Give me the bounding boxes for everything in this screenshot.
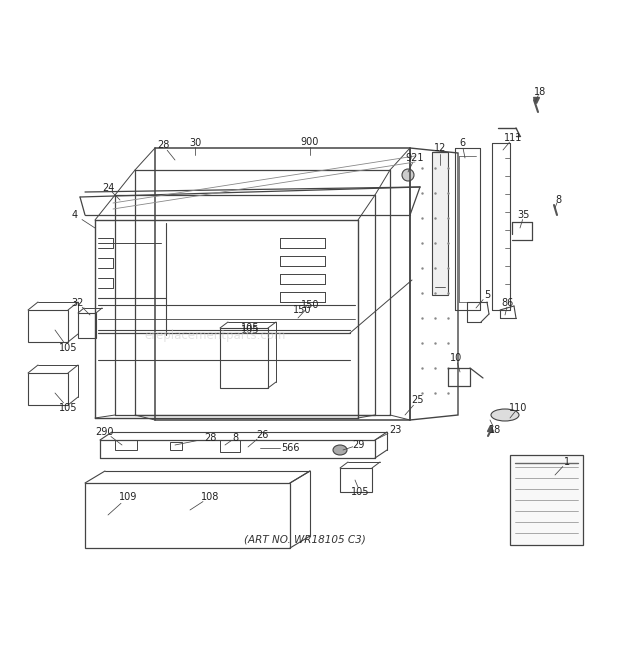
Bar	[85, 483, 290, 548]
Bar	[78, 313, 96, 338]
Text: 105: 105	[59, 403, 78, 413]
Text: 26: 26	[256, 430, 268, 440]
Text: 24: 24	[102, 183, 114, 193]
Ellipse shape	[491, 409, 519, 421]
Text: 105: 105	[351, 487, 370, 497]
Bar	[28, 373, 68, 405]
Text: 12: 12	[434, 143, 446, 153]
Text: 30: 30	[189, 138, 201, 148]
Bar	[28, 310, 68, 342]
Text: 18: 18	[489, 425, 501, 435]
Bar	[220, 328, 268, 388]
Text: 290: 290	[95, 427, 114, 437]
Text: 110: 110	[509, 403, 527, 413]
Bar	[170, 442, 182, 450]
Text: 6: 6	[459, 138, 465, 148]
Text: (ART NO. WR18105 C3): (ART NO. WR18105 C3)	[244, 535, 366, 545]
Text: 25: 25	[412, 395, 424, 405]
Text: 18: 18	[534, 87, 546, 97]
Text: ereplacementparts.com: ereplacementparts.com	[144, 329, 286, 342]
Text: 86: 86	[502, 298, 514, 308]
Text: 111: 111	[504, 133, 522, 143]
Text: 108: 108	[201, 492, 219, 502]
Text: 35: 35	[518, 210, 530, 220]
Ellipse shape	[333, 445, 347, 455]
Text: 28: 28	[204, 433, 216, 443]
Bar	[220, 440, 240, 452]
Text: 23: 23	[389, 425, 401, 435]
Bar	[432, 152, 448, 295]
Text: 8: 8	[232, 433, 238, 443]
Text: 105: 105	[59, 343, 78, 353]
Text: 10: 10	[450, 353, 462, 363]
Text: 28: 28	[157, 140, 169, 150]
Text: 150: 150	[301, 300, 319, 310]
Text: 1: 1	[564, 457, 570, 467]
Text: 900: 900	[301, 137, 319, 147]
Text: 29: 29	[352, 440, 364, 450]
Text: 566: 566	[281, 443, 299, 453]
Bar	[340, 468, 372, 492]
Text: 921: 921	[405, 153, 424, 163]
Text: 105: 105	[241, 325, 259, 335]
Text: 5: 5	[484, 290, 490, 300]
Circle shape	[402, 169, 414, 181]
Text: 109: 109	[119, 492, 137, 502]
Bar	[115, 440, 137, 450]
Text: 105: 105	[241, 323, 259, 333]
Text: 150: 150	[293, 305, 311, 315]
Bar	[510, 455, 583, 545]
Text: 32: 32	[72, 298, 84, 308]
Text: 4: 4	[72, 210, 78, 220]
Text: 8: 8	[555, 195, 561, 205]
